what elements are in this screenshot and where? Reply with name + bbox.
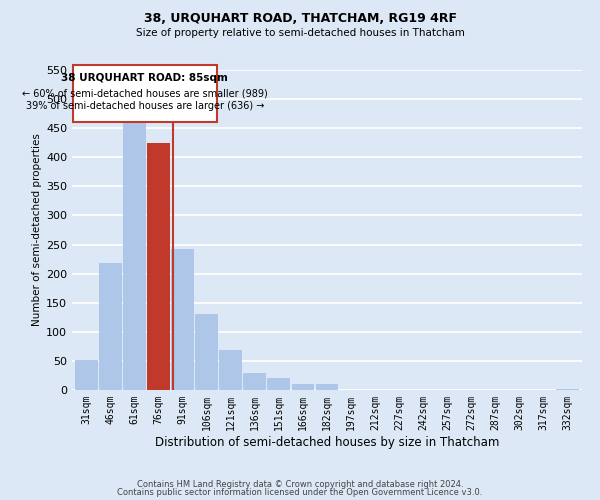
Text: Contains HM Land Registry data © Crown copyright and database right 2024.: Contains HM Land Registry data © Crown c… bbox=[137, 480, 463, 489]
X-axis label: Distribution of semi-detached houses by size in Thatcham: Distribution of semi-detached houses by … bbox=[155, 436, 499, 448]
Bar bbox=[195, 314, 218, 390]
Bar bbox=[147, 142, 170, 390]
Text: ← 60% of semi-detached houses are smaller (989): ← 60% of semi-detached houses are smalle… bbox=[22, 88, 268, 98]
Bar bbox=[123, 122, 146, 390]
Bar bbox=[316, 384, 338, 390]
Bar bbox=[244, 372, 266, 390]
Bar bbox=[75, 360, 98, 390]
Text: 39% of semi-detached houses are larger (636) →: 39% of semi-detached houses are larger (… bbox=[26, 101, 264, 111]
Bar bbox=[292, 384, 314, 390]
Text: 38, URQUHART ROAD, THATCHAM, RG19 4RF: 38, URQUHART ROAD, THATCHAM, RG19 4RF bbox=[143, 12, 457, 26]
Bar bbox=[220, 350, 242, 390]
Y-axis label: Number of semi-detached properties: Number of semi-detached properties bbox=[32, 134, 42, 326]
Bar bbox=[268, 378, 290, 390]
Bar bbox=[556, 389, 579, 390]
Bar bbox=[99, 263, 122, 390]
Text: Size of property relative to semi-detached houses in Thatcham: Size of property relative to semi-detach… bbox=[136, 28, 464, 38]
Text: Contains public sector information licensed under the Open Government Licence v3: Contains public sector information licen… bbox=[118, 488, 482, 497]
Bar bbox=[171, 249, 194, 390]
Text: 38 URQUHART ROAD: 85sqm: 38 URQUHART ROAD: 85sqm bbox=[61, 73, 228, 83]
